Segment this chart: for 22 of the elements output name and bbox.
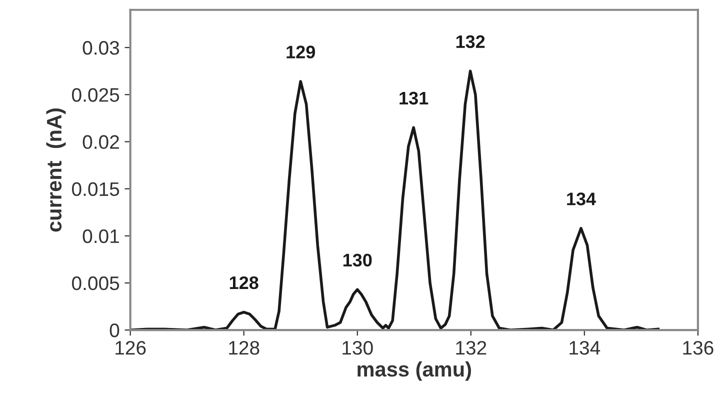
annotation: 129: [286, 46, 315, 58]
annotation: 131: [400, 92, 428, 105]
y-axis-title: current (nA): [46, 108, 66, 232]
annotation: 128: [230, 276, 258, 290]
line-series: [130, 70, 660, 330]
y-tick-label: 0.015: [72, 182, 120, 196]
x-tick-label: 136: [683, 340, 714, 355]
x-axis-title: mass (amu): [358, 361, 471, 381]
x-tick-label: 134: [570, 340, 600, 355]
y-tick-label: 0.025: [72, 88, 120, 102]
y-tick-label: 0.01: [82, 229, 119, 244]
annotation: 132: [456, 35, 485, 48]
x-tick-label: 130: [342, 340, 373, 355]
annotation: 130: [343, 254, 372, 267]
y-tick-label: 0.005: [72, 276, 120, 290]
annotation: 134: [567, 192, 596, 206]
y-tick-label: 0.03: [82, 41, 120, 55]
x-tick-label: 132: [456, 340, 486, 355]
x-tick-label: 126: [116, 340, 146, 355]
x-tick-label: 128: [229, 340, 260, 355]
y-tick-label: 0: [110, 324, 120, 338]
y-tick-label: 0.02: [82, 135, 119, 149]
